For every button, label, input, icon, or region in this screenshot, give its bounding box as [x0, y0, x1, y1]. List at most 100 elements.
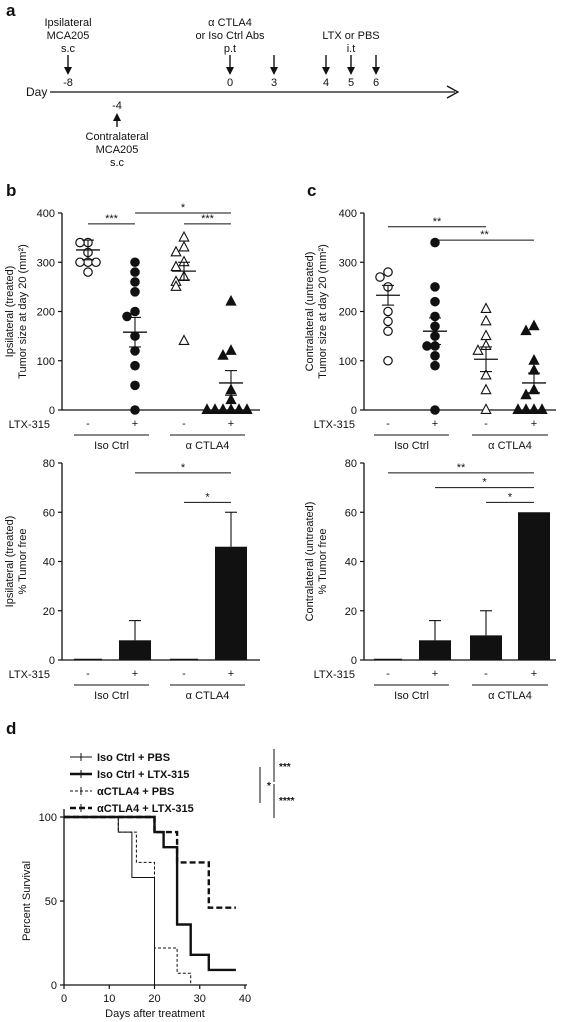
event-day-6: 6: [373, 77, 379, 89]
event-arrow-0-head: [64, 67, 72, 75]
contra-size-ylabel-0: Contralateral (untreated): [304, 252, 316, 372]
ipsi-size-point-1-10: [130, 405, 140, 415]
ipsi-free-bar-1: [119, 640, 151, 660]
contra-size-point-3-7: [520, 403, 532, 414]
survival-curve-1: [64, 815, 236, 972]
event-arrow-3-head: [270, 67, 278, 75]
ipsi-free-sig-label-0: *: [181, 462, 186, 474]
contra-free-treatment-mark-3: +: [531, 668, 537, 680]
ipsi-free-sig-label-1: *: [205, 491, 210, 503]
ipsi-size-sig-label-0: ***: [105, 213, 119, 225]
event-day-1: -4: [112, 100, 122, 112]
contra-size-point-0-4: [383, 316, 393, 327]
panel-label-a: a: [6, 1, 16, 20]
ipsi-size-ylabel-0: Ipsilateral (treated): [4, 266, 16, 358]
contra-size-point-3-9: [512, 403, 524, 414]
contra-size-point-0-6: [383, 355, 393, 366]
event-label-2-2: p.t: [224, 43, 236, 55]
contra-free-ylabel-1: % Tumor free: [317, 528, 329, 594]
event-day-2: 0: [227, 77, 233, 89]
event-label-2-0: α CTLA4: [208, 17, 252, 29]
contra-size-point-2-4: [472, 344, 484, 355]
contra-size-point-3-8: [536, 403, 548, 414]
ipsi-size-point-2-1: [178, 240, 190, 252]
ipsilateral-tumor-size-chart: b 0 100 200 300 400 Ipsilateral (treated) Tumor…: [4, 181, 260, 452]
event-arrow-5-head: [347, 67, 355, 75]
ipsi-size-ylabel-1: Tumor size at day 20 (mm²): [17, 244, 29, 379]
contra-free-bar-3: [518, 512, 550, 660]
event-day-4: 4: [323, 77, 329, 89]
contra-size-point-1-10: [430, 405, 440, 415]
contra-size-point-0-5: [383, 326, 393, 336]
event-arrow-1-head: [113, 113, 121, 121]
survival-ylabel: Percent Survival: [21, 861, 33, 941]
ipsi-free-bar-3: [215, 546, 247, 660]
contra-free-ytick-label-3: 60: [345, 507, 357, 519]
event-label-1-0: Contralateral: [86, 131, 149, 143]
contra-size-sig-label-1: **: [480, 229, 489, 241]
contra-size-point-1-7: [422, 341, 432, 351]
ipsilateral-tumor-free-chart: 0 20 40 60 80 Ipsilateral (treated)% Tumor fr…: [4, 458, 260, 702]
ipsi-size-point-1-4: [130, 306, 140, 317]
event-day-0: -8: [63, 77, 73, 89]
ipsi-size-panel-label: b: [6, 181, 16, 200]
contra-size-point-3-1: [520, 324, 532, 336]
survival-curve-2: [64, 816, 192, 985]
event-label-0-1: MCA205: [47, 30, 90, 42]
survival-sig-label-0: ***: [279, 762, 291, 773]
event-label-1-2: s.c: [110, 157, 125, 169]
legend-label-0: Iso Ctrl + PBS: [97, 752, 170, 764]
ipsi-free-treatment-mark-0: -: [86, 668, 90, 680]
survival-xlabel: Days after treatment: [105, 1008, 205, 1020]
timeline-arrowhead: [446, 85, 460, 99]
ipsi-size-treatment-mark-0: -: [86, 418, 90, 430]
survival-chart: d 0 50 100 0 10 20 30 40 Days after treatment Perc…: [6, 719, 295, 1020]
survival-xtick-label-0: 0: [61, 993, 67, 1005]
survival-xtick-label-3: 30: [194, 993, 206, 1005]
ipsi-size-point-3-9: [241, 403, 253, 414]
ipsi-free-treatment-mark-2: -: [182, 668, 186, 680]
contra-free-treatment-label: LTX-315: [314, 669, 355, 681]
contra-free-sig-label-0: **: [457, 462, 466, 474]
contra-free-treatment-mark-2: -: [484, 668, 488, 680]
ipsi-size-treatment-mark-1: +: [132, 418, 138, 430]
event-arrow-4-head: [322, 67, 330, 75]
survival-sig-label-1: ****: [279, 796, 295, 807]
event-label-2-1: or Iso Ctrl Abs: [195, 30, 265, 42]
ipsi-size-point-1-3: [130, 286, 140, 297]
ipsi-size-point-1-1: [130, 267, 140, 277]
ipsi-size-ytick-label-2: 200: [37, 307, 55, 319]
contra-size-point-2-0: [480, 302, 492, 314]
ipsi-size-sig-label-2: ***: [201, 213, 215, 225]
ipsi-size-point-3-4: [225, 393, 237, 405]
contra-size-treatment-mark-1: +: [432, 418, 438, 430]
ipsi-size-ytick-label-3: 300: [37, 257, 55, 269]
contra-free-group-label-1: α CTLA4: [488, 690, 532, 702]
ipsi-free-ytick-label-3: 60: [43, 507, 55, 519]
contra-free-ytick-label-1: 20: [345, 606, 357, 618]
survival-curve-0: [64, 816, 155, 985]
ipsi-free-treatment-mark-3: +: [228, 668, 234, 680]
contra-size-treatment-mark-0: -: [386, 418, 390, 430]
contra-free-sig-label-2: *: [508, 491, 513, 503]
ipsi-free-ytick-label-1: 20: [43, 606, 55, 618]
timeline-day-label: Day: [26, 85, 47, 99]
contralateral-tumor-size-chart: c 0 100 200 300 400 Contralateral (untreated) T…: [304, 181, 556, 452]
contra-size-ytick-label-2: 200: [339, 307, 357, 319]
ipsi-size-ytick-label-1: 100: [37, 356, 55, 368]
contra-size-ytick-label-4: 400: [339, 208, 357, 220]
contra-size-treatment-mark-3: +: [531, 418, 537, 430]
contra-size-point-3-6: [528, 403, 540, 414]
contra-size-ytick-label-1: 100: [339, 356, 357, 368]
contra-free-group-label-0: Iso Ctrl: [394, 690, 429, 702]
ipsi-size-point-2-0: [178, 230, 190, 242]
contra-size-point-2-1: [480, 314, 492, 326]
survival-xtick-label-4: 40: [239, 993, 251, 1005]
ipsi-size-point-3-1: [225, 344, 237, 355]
ipsi-size-point-1-7: [130, 346, 140, 356]
event-label-0-2: s.c: [61, 43, 76, 55]
event-day-5: 5: [348, 77, 354, 89]
contra-size-point-1-8: [430, 351, 440, 361]
contra-free-treatment-mark-0: -: [386, 668, 390, 680]
